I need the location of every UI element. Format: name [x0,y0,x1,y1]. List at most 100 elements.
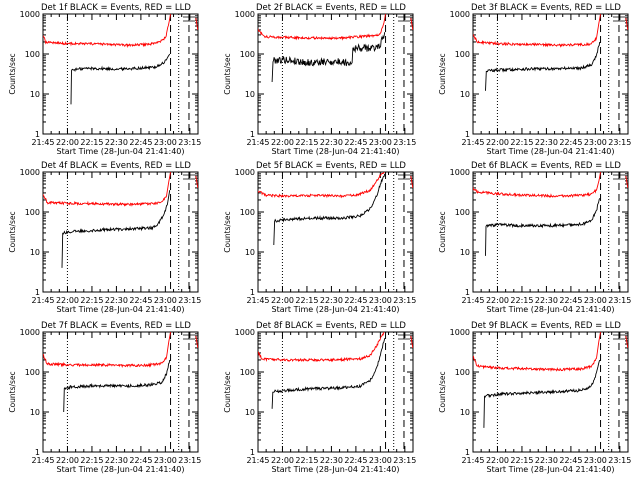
x-tick-label: 23:00 [584,456,607,465]
x-tick-label: 21:45 [461,456,484,465]
plot-panel-7: Det 7f BLACK = Events, RED = LLD 1 10 100 10… [8,321,201,474]
x-tick-label: 21:45 [461,296,484,305]
lld-series-line [43,332,171,368]
saa-marker [612,16,625,22]
plot-traces [43,14,198,105]
plot-traces [473,332,628,428]
lld-series-line [258,332,385,363]
x-tick-label: 21:45 [31,296,54,305]
y-tick-label: 100 [25,208,40,217]
x-tick-label: 23:15 [608,138,631,147]
y-tick-label: 1000 [450,10,470,19]
y-tick-label: 1 [465,130,470,139]
plot-panel-8: Det 8f BLACK = Events, RED = LLD 1 10 100 10… [223,321,416,474]
saa-marker [612,174,625,180]
lld-series-line-after [410,335,413,348]
x-tick-label: 23:00 [154,138,177,147]
x-tick-label: 22:30 [535,138,558,147]
lld-series-line [43,172,171,207]
y-tick-label: 1 [250,288,255,297]
lld-series-line-after [410,175,413,188]
plot-panel-3: Det 3f BLACK = Events, RED = LLD 1 10 100 10… [438,3,631,156]
y-tick-label: 1000 [20,168,40,177]
x-tick-label: 21:45 [246,138,269,147]
x-tick-label: 22:00 [56,138,79,147]
y-tick-label: 10 [30,90,40,99]
events-series-line [485,198,601,256]
x-tick-label: 22:30 [105,456,128,465]
events-series-line [271,338,386,409]
plot-title: Det 8f BLACK = Events, RED = LLD [256,321,406,331]
x-tick-label: 23:15 [178,138,201,147]
x-tick-label: 22:45 [344,296,367,305]
y-tick-label: 100 [455,50,470,59]
lld-series-line-after [195,17,198,30]
x-tick-label: 22:45 [129,138,152,147]
plot-frame [472,13,629,135]
x-tick-label: 23:15 [393,138,416,147]
events-series-line [63,359,171,413]
x-tick-label: 22:15 [295,138,318,147]
y-axis-label: Counts/sec [8,53,17,94]
x-tick-label: 23:15 [608,456,631,465]
x-axis-label: Start Time (28-Jun-04 21:41:40) [487,305,615,314]
y-tick-label: 10 [245,248,255,257]
y-tick-label: 1 [35,288,40,297]
x-tick-label: 23:00 [584,296,607,305]
y-axis-label: Counts/sec [438,53,447,94]
plot-title: Det 9f BLACK = Events, RED = LLD [471,321,621,331]
y-tick-label: 1000 [235,10,255,19]
x-tick-label: 22:15 [295,296,318,305]
lld-series-line-after [625,175,628,188]
x-tick-label: 23:15 [178,296,201,305]
y-tick-label: 1 [35,130,40,139]
x-tick-label: 23:15 [393,456,416,465]
x-axis-label: Start Time (28-Jun-04 21:41:40) [272,465,400,474]
y-axis-label: Counts/sec [223,53,232,94]
y-tick-label: 1 [35,448,40,457]
x-tick-label: 21:45 [246,296,269,305]
y-tick-label: 1000 [235,328,255,337]
plot-traces [43,332,198,413]
x-tick-label: 21:45 [31,456,54,465]
x-tick-label: 22:30 [320,138,343,147]
events-series-line [271,32,386,83]
x-tick-label: 22:00 [56,456,79,465]
saa-marker [397,174,410,180]
y-tick-label: 100 [455,208,470,217]
plot-panel-1: Det 1f BLACK = Events, RED = LLD 1 10 100 10… [8,3,201,156]
x-tick-label: 22:15 [80,138,103,147]
events-series-line [483,359,601,428]
x-tick-label: 22:45 [344,138,367,147]
plot-panel-2: Det 2f BLACK = Events, RED = LLD 1 10 100 10… [223,3,416,156]
events-series-line [485,41,601,91]
y-tick-label: 1 [465,448,470,457]
x-tick-label: 22:15 [80,456,103,465]
y-tick-label: 100 [240,368,255,377]
lld-series-line [258,14,386,41]
plot-panel-9: Det 9f BLACK = Events, RED = LLD 1 10 100 10… [438,321,631,474]
plot-title: Det 1f BLACK = Events, RED = LLD [41,3,191,13]
plot-frame [257,171,414,293]
plot-frame [42,13,199,135]
y-axis-label: Counts/sec [438,371,447,412]
x-tick-label: 23:00 [369,138,392,147]
lld-series-line-after [195,335,198,348]
y-tick-label: 10 [245,90,255,99]
x-axis-label: Start Time (28-Jun-04 21:41:40) [487,465,615,474]
events-series-line [61,190,171,268]
x-tick-label: 23:00 [584,138,607,147]
x-tick-label: 22:30 [535,456,558,465]
y-tick-label: 10 [245,408,255,417]
x-tick-label: 21:45 [31,138,54,147]
x-tick-label: 22:45 [559,456,582,465]
x-tick-label: 22:00 [271,296,294,305]
x-tick-label: 22:45 [559,296,582,305]
plot-traces [43,172,198,268]
x-axis-label: Start Time (28-Jun-04 21:41:40) [57,305,185,314]
y-axis-label: Counts/sec [223,211,232,252]
x-tick-label: 22:30 [320,296,343,305]
plot-traces [473,172,628,256]
lld-series-line-after [625,335,628,348]
plot-traces [258,332,413,409]
